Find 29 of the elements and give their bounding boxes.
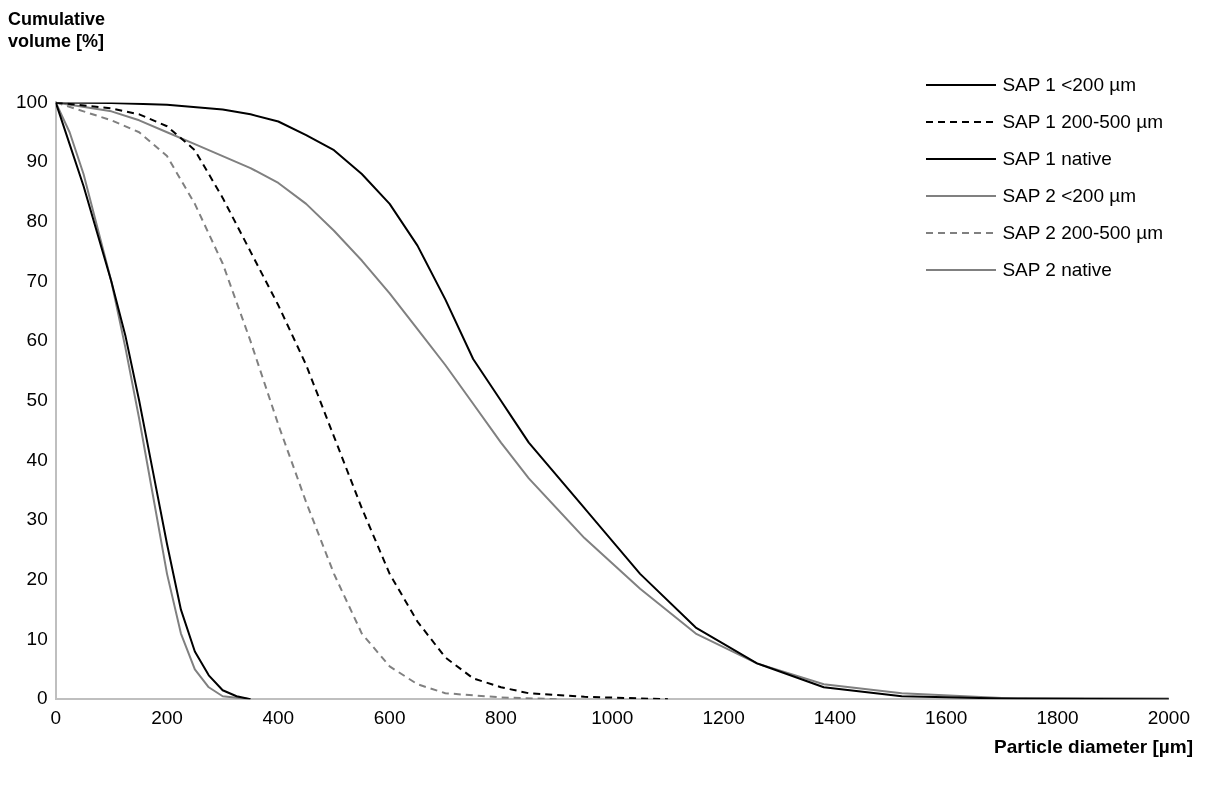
legend-label: SAP 1 <200 µm xyxy=(1002,73,1137,96)
x-tick-label: 800 xyxy=(485,706,517,728)
x-tick-label: 2000 xyxy=(1147,706,1191,728)
y-axis-title: Cumulative volume [%] xyxy=(8,8,107,52)
y-tick-label: 70 xyxy=(26,269,48,291)
legend-label: SAP 2 native xyxy=(1002,258,1112,281)
legend-label: SAP 2 <200 µm xyxy=(1002,184,1137,207)
y-tick-label: 20 xyxy=(26,568,48,590)
y-tick-label: 10 xyxy=(26,627,48,649)
x-tick-label: 1000 xyxy=(591,706,634,728)
legend-label: SAP 1 200-500 µm xyxy=(1002,110,1163,133)
x-tick-label: 200 xyxy=(151,706,183,728)
legend-label: SAP 1 native xyxy=(1002,147,1112,170)
x-tick-label: 1400 xyxy=(813,706,857,728)
y-tick-label: 0 xyxy=(37,687,48,709)
x-tick-label: 1800 xyxy=(1036,706,1079,728)
x-tick-label: 1200 xyxy=(702,706,745,728)
y-tick-label: 50 xyxy=(26,389,48,411)
x-tick-label: 400 xyxy=(262,706,295,728)
y-tick-label: 90 xyxy=(26,150,48,172)
x-tick-label: 1600 xyxy=(925,706,968,728)
y-tick-label: 100 xyxy=(16,90,48,112)
x-tick-label: 600 xyxy=(373,706,406,728)
y-tick-label: 40 xyxy=(26,448,48,470)
legend-label: SAP 2 200-500 µm xyxy=(1002,221,1163,244)
y-tick-label: 80 xyxy=(26,209,48,231)
y-tick-label: 30 xyxy=(26,508,48,530)
y-tick-label: 60 xyxy=(26,329,48,351)
x-axis-title: Particle diameter [µm] xyxy=(994,736,1193,758)
